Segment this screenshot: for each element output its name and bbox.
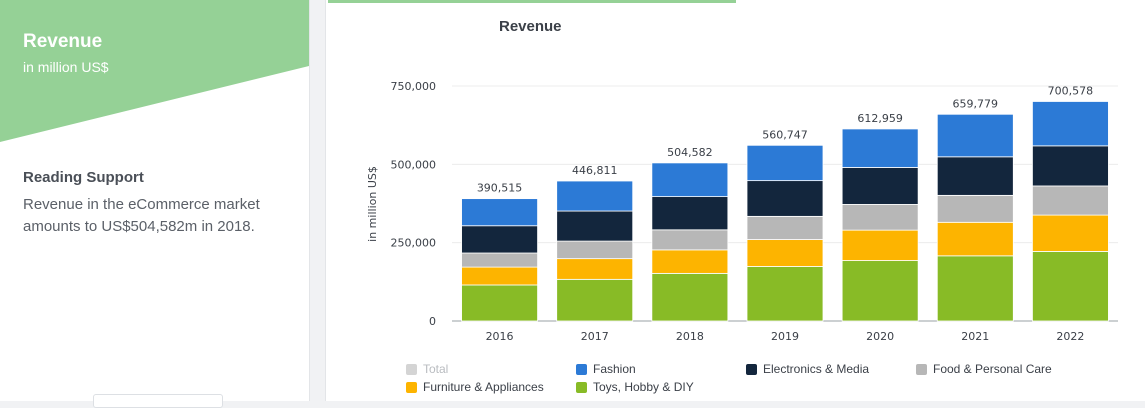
legend-swatch xyxy=(576,381,587,393)
bar-segment-toys xyxy=(936,255,1014,322)
banner-subtitle: in million US$ xyxy=(23,59,109,75)
y-tick-label: 500,000 xyxy=(391,158,437,171)
y-tick-label: 750,000 xyxy=(391,80,437,93)
bar-segment-electronics xyxy=(556,210,634,242)
bar-segment-food xyxy=(746,215,824,240)
bar-segment-electronics xyxy=(841,167,919,205)
bar-segment-toys xyxy=(461,284,538,322)
reading-support-text: Revenue in the eCommerce market amounts … xyxy=(23,196,260,235)
action-button[interactable] xyxy=(93,394,223,408)
legend-label: Toys, Hobby & DIY xyxy=(593,380,694,394)
legend-swatch xyxy=(916,363,927,375)
bar-segment-furniture xyxy=(1032,214,1109,252)
legend-label: Furniture & Appliances xyxy=(423,380,544,394)
x-tick-label: 2017 xyxy=(581,330,609,343)
chart-panel: Revenue 0 250,000 500,000 750,000 in million… xyxy=(325,0,1145,401)
total-data-label: 560,747 xyxy=(762,128,808,141)
y-tick-label: 250,000 xyxy=(391,237,437,250)
banner-background xyxy=(0,0,309,142)
legend-item-total[interactable]: Total xyxy=(406,362,448,376)
legend-item-toys[interactable]: Toys, Hobby & DIY xyxy=(576,380,694,394)
bar-segment-fashion xyxy=(746,144,824,182)
bar-segment-fashion xyxy=(556,180,634,212)
bar-segment-fashion xyxy=(936,113,1014,158)
x-tick-label: 2016 xyxy=(486,330,514,343)
bar-segment-furniture xyxy=(556,258,634,280)
bar-segment-food xyxy=(651,229,729,251)
bar-segment-electronics xyxy=(746,180,824,217)
bar-segment-electronics xyxy=(1032,145,1109,187)
bar-segment-furniture xyxy=(841,229,919,261)
legend-label: Electronics & Media xyxy=(763,362,870,376)
bar-segment-electronics xyxy=(461,225,538,254)
legend-swatch xyxy=(576,363,587,375)
bar-segment-food xyxy=(1032,185,1109,216)
reading-support-panel: Revenue in million US$ Reading Support R… xyxy=(0,0,310,408)
legend-label: Food & Personal Care xyxy=(933,362,1052,376)
total-data-label: 446,811 xyxy=(572,164,618,177)
bar-segment-electronics xyxy=(936,156,1014,196)
bar-segment-electronics xyxy=(651,196,729,231)
chart-canvas: 0 250,000 500,000 750,000 in million US$ 390,… xyxy=(366,80,1118,343)
x-tick-label: 2022 xyxy=(1056,330,1084,343)
total-data-label: 659,779 xyxy=(953,97,999,110)
x-tick-label: 2021 xyxy=(961,330,989,343)
banner-title: Revenue xyxy=(23,31,103,52)
active-tab-indicator xyxy=(328,0,736,3)
bar-segment-food xyxy=(936,194,1014,223)
legend-item-fashion[interactable]: Fashion xyxy=(576,362,636,376)
legend-label: Total xyxy=(423,362,449,376)
reading-support-heading: Reading Support xyxy=(23,169,144,186)
legend-swatch xyxy=(406,363,417,375)
bar-segment-toys xyxy=(556,278,634,322)
bar-segment-toys xyxy=(651,272,729,322)
bar-segment-food xyxy=(461,252,538,268)
legend-item-furniture[interactable]: Furniture & Appliances xyxy=(406,380,544,394)
y-axis-label: in million US$ xyxy=(366,166,379,242)
bar-segment-furniture xyxy=(746,239,824,267)
bar-segment-toys xyxy=(1032,251,1109,322)
x-tick-label: 2020 xyxy=(866,330,894,343)
legend-swatch xyxy=(746,363,757,375)
legend-label: Fashion xyxy=(593,362,636,376)
bar-segment-fashion xyxy=(461,198,538,227)
total-data-label: 612,959 xyxy=(857,112,903,125)
bar-segment-furniture xyxy=(461,266,538,286)
legend-item-electronics[interactable]: Electronics & Media xyxy=(746,362,869,376)
bar-segment-fashion xyxy=(841,128,919,168)
bar-segment-toys xyxy=(746,266,824,322)
bar-segment-fashion xyxy=(1032,101,1109,147)
bar-segment-food xyxy=(556,240,634,260)
y-tick-label: 0 xyxy=(429,315,436,328)
total-data-label: 700,578 xyxy=(1048,84,1094,97)
x-tick-label: 2019 xyxy=(771,330,799,343)
x-tick-label: 2018 xyxy=(676,330,704,343)
title-banner: Revenue in million US$ xyxy=(0,0,309,145)
bar-segment-fashion xyxy=(651,162,729,198)
total-data-label: 390,515 xyxy=(477,182,523,195)
chart-title: Revenue xyxy=(499,18,562,35)
bar-segment-food xyxy=(841,204,919,231)
total-data-label: 504,582 xyxy=(667,146,713,159)
bar-segment-furniture xyxy=(936,221,1014,257)
legend-swatch xyxy=(406,381,417,393)
bar-segment-furniture xyxy=(651,249,729,274)
legend-item-food[interactable]: Food & Personal Care xyxy=(916,362,1052,376)
bar-segment-toys xyxy=(841,260,919,322)
